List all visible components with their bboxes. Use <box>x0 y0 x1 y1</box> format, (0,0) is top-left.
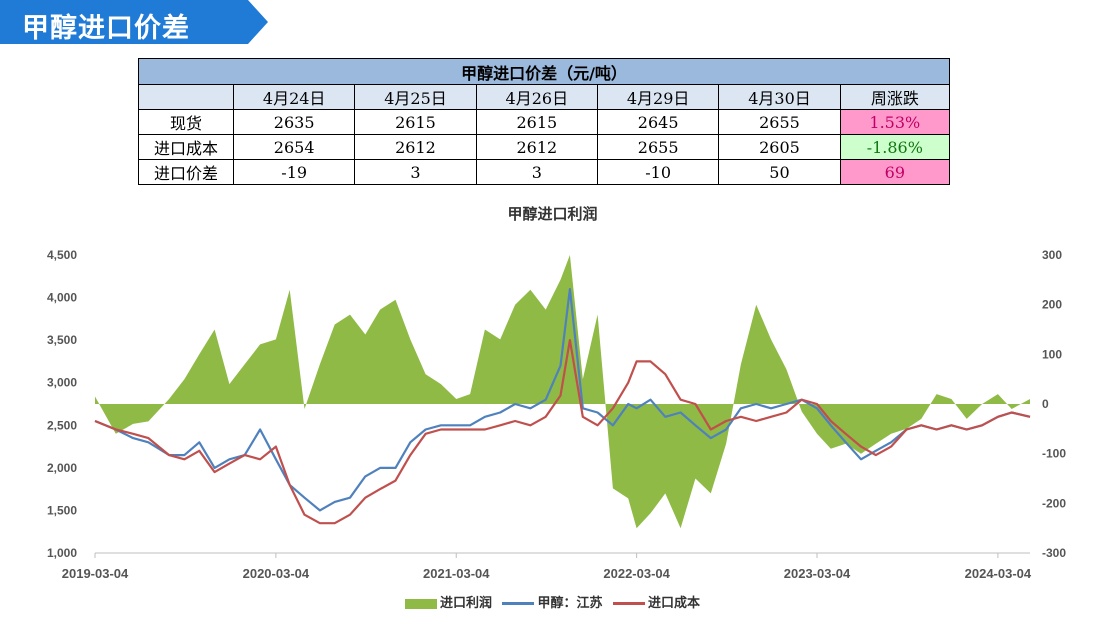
y-left-tick-label: 2,000 <box>47 461 77 475</box>
row-label: 现货 <box>138 109 234 135</box>
table-row: 进口价差 -19 3 3 -10 50 69 <box>138 159 951 185</box>
legend-item-profit: 进口利润 <box>404 592 492 611</box>
table-cell: 3 <box>475 159 598 185</box>
col-header: 4月26日 <box>475 84 598 110</box>
table-cell: 3 <box>354 159 477 185</box>
legend-item-spot: 甲醇：江苏 <box>502 592 603 611</box>
x-tick-label: 2019-03-04 <box>62 566 129 581</box>
table-row: 进口成本 2654 2612 2612 2655 2605 -1.86% <box>138 134 951 160</box>
y-right-tick-label: -100 <box>1042 447 1066 461</box>
legend-swatch-line <box>502 602 535 605</box>
header-corner <box>138 84 234 110</box>
banner-shape <box>0 0 268 44</box>
row-label: 进口成本 <box>138 134 234 160</box>
change-cell: 69 <box>839 159 951 185</box>
x-tick-label: 2024-03-04 <box>965 566 1032 581</box>
change-cell: -1.86% <box>839 134 951 160</box>
x-tick-label: 2021-03-04 <box>423 566 490 581</box>
table-cell: -10 <box>596 159 720 185</box>
x-tick-label: 2022-03-04 <box>603 566 670 581</box>
table-row: 现货 2635 2615 2615 2645 2655 1.53% <box>138 109 951 135</box>
col-header: 4月30日 <box>718 84 841 110</box>
y-right-tick-label: 200 <box>1042 298 1062 312</box>
table-cell: 2615 <box>475 109 598 135</box>
col-header: 4月25日 <box>354 84 477 110</box>
col-header: 4月24日 <box>232 84 356 110</box>
line-import-cost <box>94 338 1031 525</box>
y-left-tick-label: 4,500 <box>47 248 77 262</box>
chart-legend: 进口利润 甲醇：江苏 进口成本 <box>0 592 1105 611</box>
y-right-tick-label: 300 <box>1042 248 1062 262</box>
table-cell: 2655 <box>596 134 720 160</box>
table-cell: 50 <box>718 159 841 185</box>
x-tick-label: 2023-03-04 <box>784 566 851 581</box>
y-right-tick-label: -300 <box>1042 546 1066 560</box>
y-right-tick-label: -200 <box>1042 496 1066 510</box>
legend-label: 进口成本 <box>648 596 701 611</box>
y-left-tick-label: 4,000 <box>47 291 77 305</box>
legend-label: 进口利润 <box>439 596 492 611</box>
table-cell: 2612 <box>475 134 598 160</box>
y-right-tick-label: 0 <box>1042 397 1049 411</box>
row-label: 进口价差 <box>138 159 234 185</box>
y-left-tick-label: 1,500 <box>47 503 77 517</box>
col-header: 4月29日 <box>596 84 720 110</box>
table-cell: 2635 <box>232 109 356 135</box>
table-cell: 2654 <box>232 134 356 160</box>
table-cell: 2605 <box>718 134 841 160</box>
table-cell: -19 <box>232 159 356 185</box>
legend-swatch-line <box>613 602 646 605</box>
banner-title: 甲醇进口价差 <box>22 13 190 44</box>
area-import-profit <box>95 255 1030 529</box>
x-tick-label: 2020-03-04 <box>243 566 310 581</box>
section-banner: 甲醇进口价差 <box>0 0 270 44</box>
price-table: 甲醇进口价差（元/吨） 4月24日 4月25日 4月26日 4月29日 4月30… <box>138 58 951 185</box>
table-cell: 2645 <box>596 109 720 135</box>
change-cell: 1.53% <box>839 109 951 135</box>
y-left-tick-label: 3,500 <box>47 333 77 347</box>
legend-swatch-area <box>404 598 437 609</box>
y-right-tick-label: 100 <box>1042 347 1062 361</box>
chart-title: 甲醇进口利润 <box>507 205 598 223</box>
legend-label: 甲醇：江苏 <box>537 596 603 611</box>
col-header: 周涨跌 <box>839 84 951 110</box>
y-left-tick-label: 3,000 <box>47 376 77 390</box>
line-jiangsu-spot <box>94 287 1031 512</box>
table-cell: 2655 <box>718 109 841 135</box>
y-left-tick-label: 1,000 <box>47 546 77 560</box>
table-header-row: 4月24日 4月25日 4月26日 4月29日 4月30日 周涨跌 <box>138 84 951 110</box>
legend-item-cost: 进口成本 <box>613 592 700 611</box>
y-left-tick-label: 2,500 <box>47 418 77 432</box>
table-cell: 2615 <box>354 109 477 135</box>
table-cell: 2612 <box>354 134 477 160</box>
profit-chart: 1,000 1,500 2,000 2,500 3,000 3,500 4,000 4,500… <box>47 248 1066 581</box>
table-title: 甲醇进口价差（元/吨） <box>138 58 950 85</box>
